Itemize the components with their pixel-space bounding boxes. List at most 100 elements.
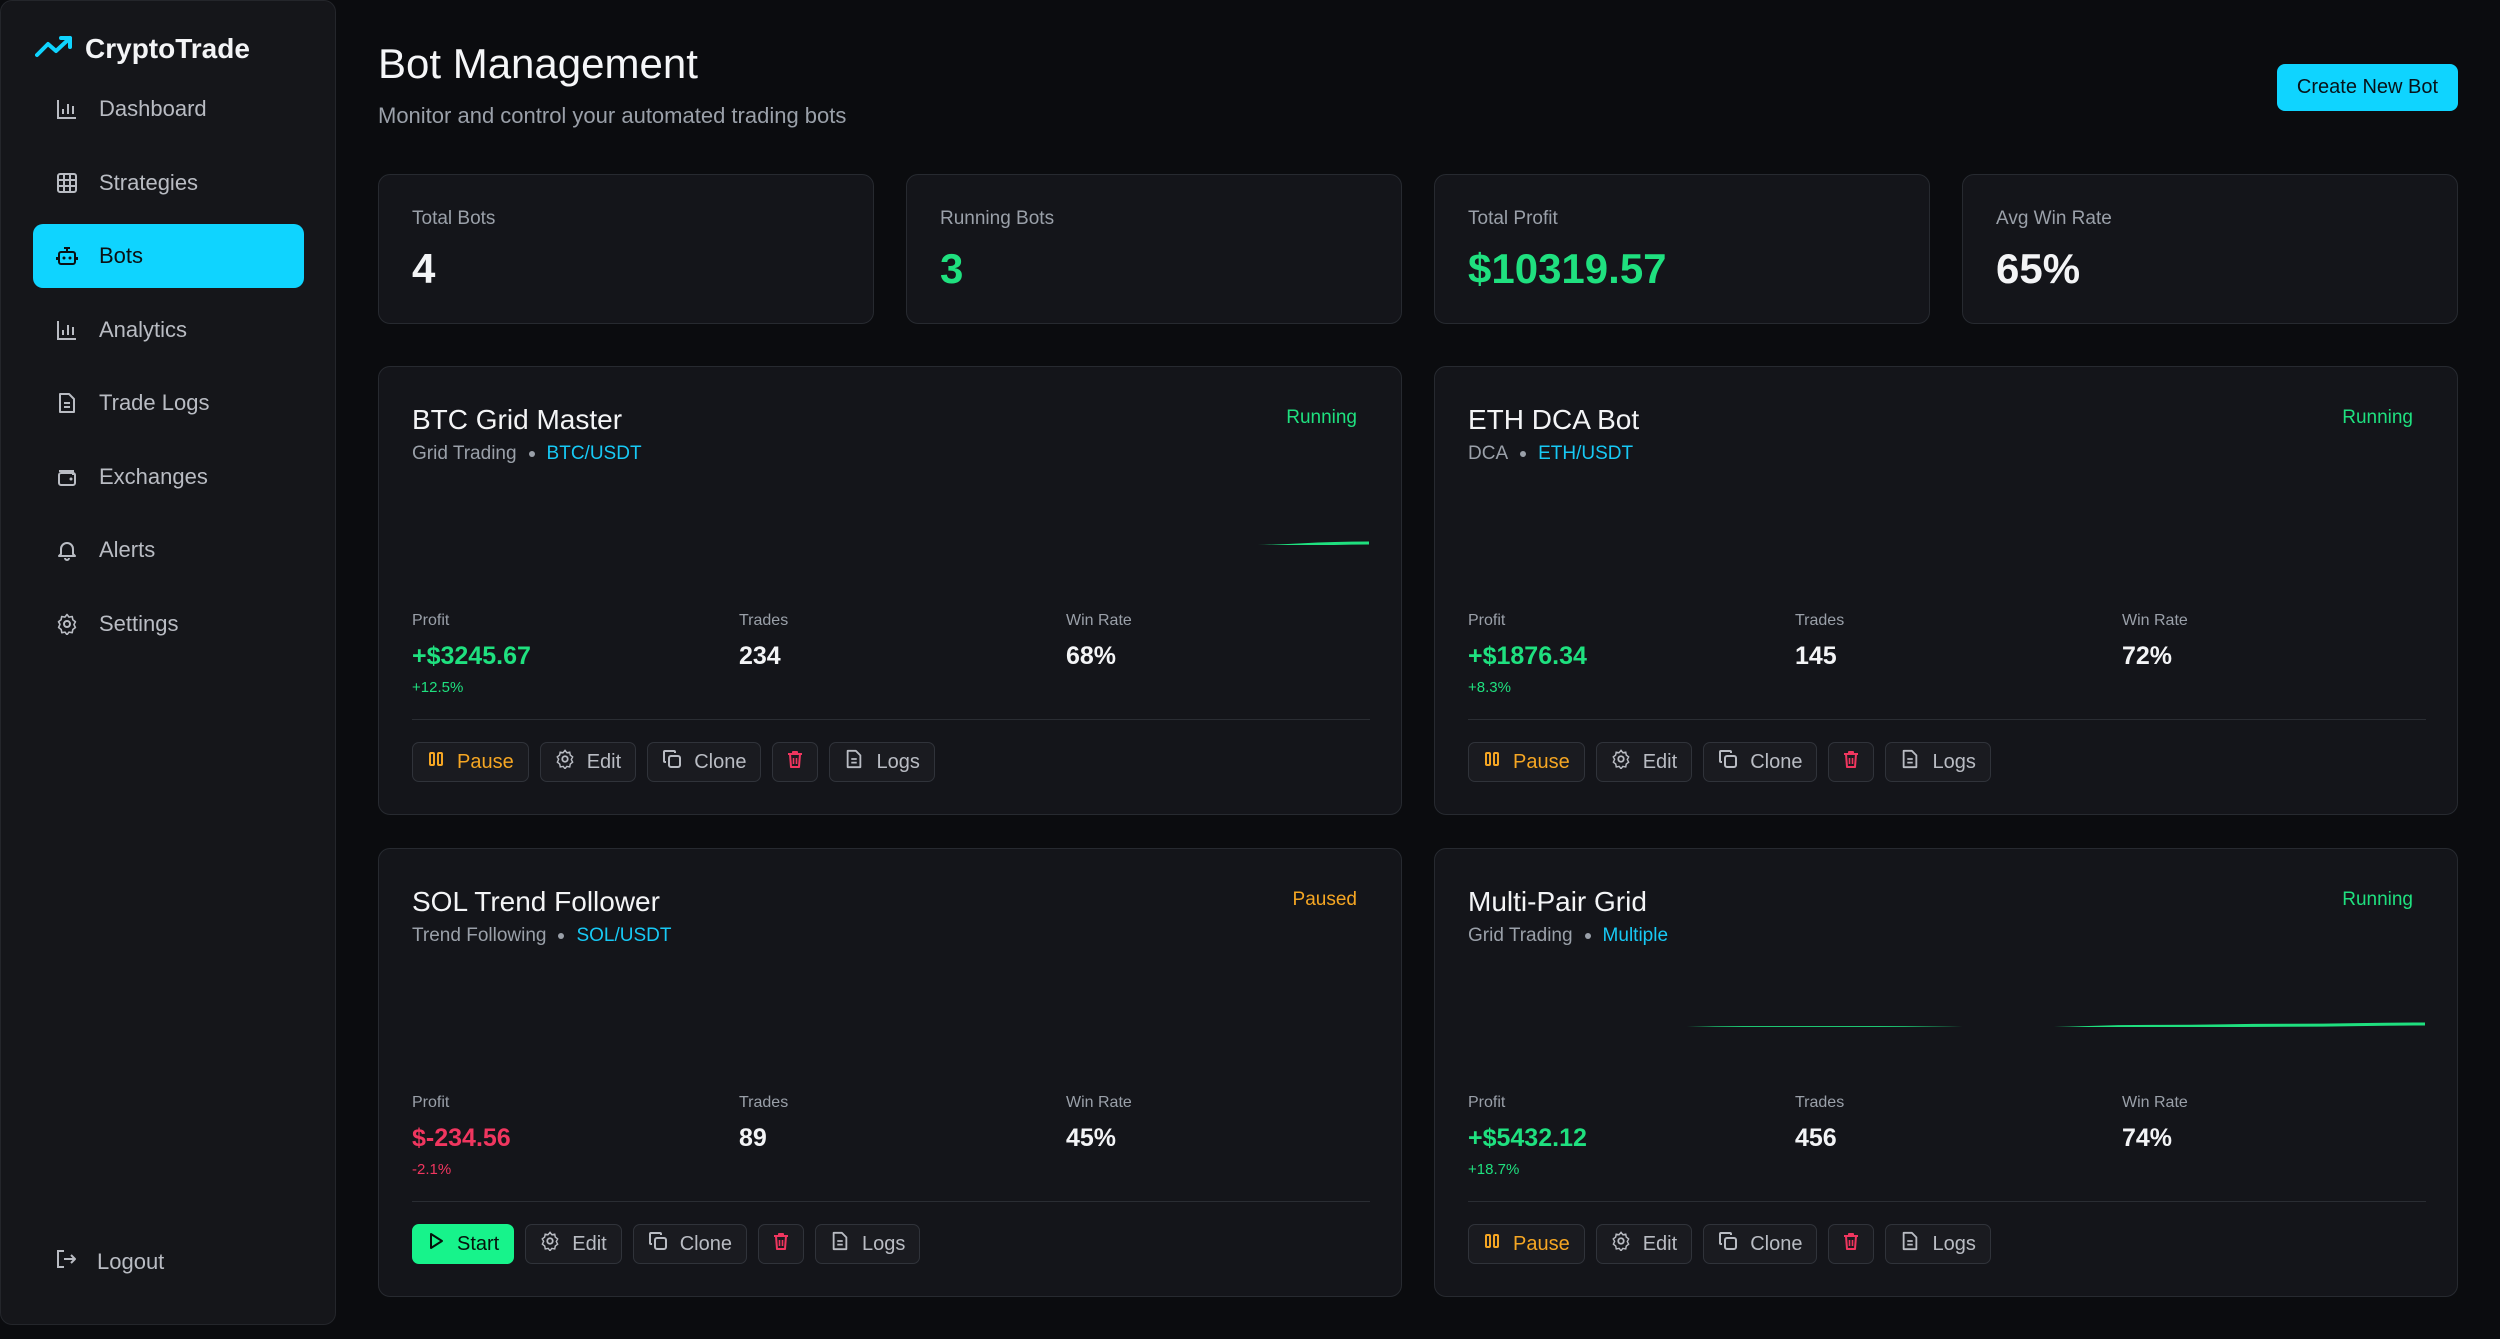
metric-label: Trades [739, 612, 789, 629]
stat-card-running-bots: Running Bots 3 [906, 174, 1402, 324]
logs-button[interactable]: Logs [829, 742, 935, 782]
bot-card: ETH DCA Bot DCA ETH/USDT Running Profit … [1434, 366, 2458, 815]
logs-button[interactable]: Logs [814, 1224, 921, 1264]
gear-icon [1611, 749, 1631, 775]
sidebar-item-analytics[interactable]: Analytics [33, 298, 304, 362]
bot-strategy: Grid Trading [412, 443, 517, 464]
bot-name: Multi-Pair Grid [1468, 886, 1647, 917]
divider [412, 719, 1370, 720]
stat-card-total-bots: Total Bots 4 [378, 174, 874, 324]
win-rate-metric: Win Rate 45% [1066, 1094, 1132, 1153]
metric-label: Profit [412, 612, 450, 629]
profit-percent: +18.7% [1468, 1161, 1520, 1178]
trades-value: 89 [739, 1124, 767, 1152]
trash-icon [1841, 749, 1861, 775]
button-label: Pause [1513, 750, 1570, 773]
sidebar-item-label: Strategies [99, 169, 199, 195]
profit-percent: +8.3% [1468, 679, 1511, 696]
bot-meta: Grid Trading Multiple [1468, 925, 1668, 947]
bot-meta: Trend Following SOL/USDT [412, 925, 672, 947]
logs-button[interactable]: Logs [1885, 742, 1991, 782]
sidebar-item-settings[interactable]: Settings [33, 592, 304, 656]
sidebar-item-trade-logs[interactable]: Trade Logs [33, 371, 304, 435]
copy-icon [1718, 1231, 1738, 1257]
brand[interactable]: CryptoTrade [35, 33, 250, 65]
bot-strategy: DCA [1468, 443, 1509, 464]
start-button[interactable]: Start [412, 1224, 515, 1264]
status-badge: Running [1286, 407, 1357, 428]
metric-label: Profit [412, 1094, 450, 1111]
bot-pair: BTC/USDT [546, 443, 642, 464]
button-label: Clone [1750, 1232, 1803, 1255]
button-label: Logs [876, 750, 920, 773]
bot-name: ETH DCA Bot [1468, 404, 1640, 435]
profit-value: +$5432.12 [1468, 1124, 1587, 1152]
grid-icon [55, 171, 79, 195]
clone-button[interactable]: Clone [1703, 742, 1818, 782]
delete-button[interactable] [1828, 742, 1875, 782]
page-subtitle: Monitor and control your automated tradi… [378, 103, 847, 128]
status-badge: Paused [1292, 889, 1357, 910]
copy-icon [1718, 749, 1738, 775]
bot-meta: Grid Trading BTC/USDT [412, 443, 642, 465]
logout-button[interactable]: Logout [33, 1230, 304, 1294]
sidebar-item-exchanges[interactable]: Exchanges [33, 445, 304, 509]
pause-button[interactable]: Pause [1468, 742, 1585, 782]
win-rate-value: 68% [1066, 642, 1117, 670]
button-label: Edit [586, 750, 622, 773]
copy-icon [648, 1231, 668, 1257]
profit-sparkline [1259, 541, 1369, 545]
logs-button[interactable]: Logs [1885, 1224, 1991, 1264]
profit-metric: Profit $-234.56 -2.1% [412, 1094, 511, 1178]
stat-value: 4 [412, 245, 436, 292]
trash-icon [771, 1231, 791, 1257]
button-label: Edit [1642, 1232, 1678, 1255]
bot-card: Multi-Pair Grid Grid Trading Multiple Ru… [1434, 848, 2458, 1297]
gear-icon [540, 1231, 560, 1257]
sidebar-item-strategies[interactable]: Strategies [33, 151, 304, 215]
document-icon [55, 391, 79, 415]
delete-button[interactable] [757, 1224, 804, 1264]
edit-button[interactable]: Edit [525, 1224, 622, 1264]
win-rate-value: 45% [1066, 1124, 1117, 1152]
clone-button[interactable]: Clone [632, 1224, 747, 1264]
clone-button[interactable]: Clone [647, 742, 762, 782]
button-label: Pause [1513, 1232, 1570, 1255]
edit-button[interactable]: Edit [1595, 1224, 1693, 1264]
separator-dot [1584, 933, 1591, 939]
stat-card-avg-win-rate: Avg Win Rate 65% [1962, 174, 2458, 324]
stat-label: Running Bots [940, 208, 1055, 229]
sidebar-item-dashboard[interactable]: Dashboard [33, 77, 304, 141]
edit-button[interactable]: Edit [1595, 742, 1693, 782]
button-label: Edit [1642, 750, 1678, 773]
document-icon [1900, 1231, 1920, 1257]
delete-button[interactable] [1828, 1224, 1875, 1264]
profit-percent: -2.1% [412, 1161, 452, 1178]
button-label: Start [457, 1232, 500, 1255]
bot-actions: Pause Edit Clone Logs [1468, 1224, 1991, 1264]
button-label: Logs [861, 1232, 906, 1255]
sidebar-item-bots[interactable]: Bots [33, 224, 304, 288]
page-title: Bot Management [378, 40, 698, 87]
trash-icon [785, 749, 805, 775]
pause-button[interactable]: Pause [1468, 1224, 1585, 1264]
clone-button[interactable]: Clone [1703, 1224, 1818, 1264]
create-new-bot-button[interactable]: Create New Bot [2277, 64, 2458, 111]
sparkline-path [1686, 1022, 2425, 1027]
pause-button[interactable]: Pause [412, 742, 529, 782]
pause-icon [1483, 1232, 1501, 1256]
button-label: Clone [679, 1232, 732, 1255]
stat-value: 3 [940, 245, 964, 292]
edit-button[interactable]: Edit [539, 742, 637, 782]
stat-label: Total Bots [412, 208, 496, 229]
metric-label: Win Rate [1066, 1094, 1132, 1111]
bot-actions: Pause Edit Clone Logs [412, 742, 935, 782]
sidebar-item-label: Bots [99, 243, 144, 268]
metric-label: Trades [739, 1094, 789, 1111]
sidebar-item-alerts[interactable]: Alerts [33, 518, 304, 582]
win-rate-value: 72% [2122, 642, 2173, 670]
document-icon [830, 1231, 850, 1257]
delete-button[interactable] [772, 742, 819, 782]
document-icon [1900, 749, 1920, 775]
profit-value: +$1876.34 [1468, 642, 1587, 670]
